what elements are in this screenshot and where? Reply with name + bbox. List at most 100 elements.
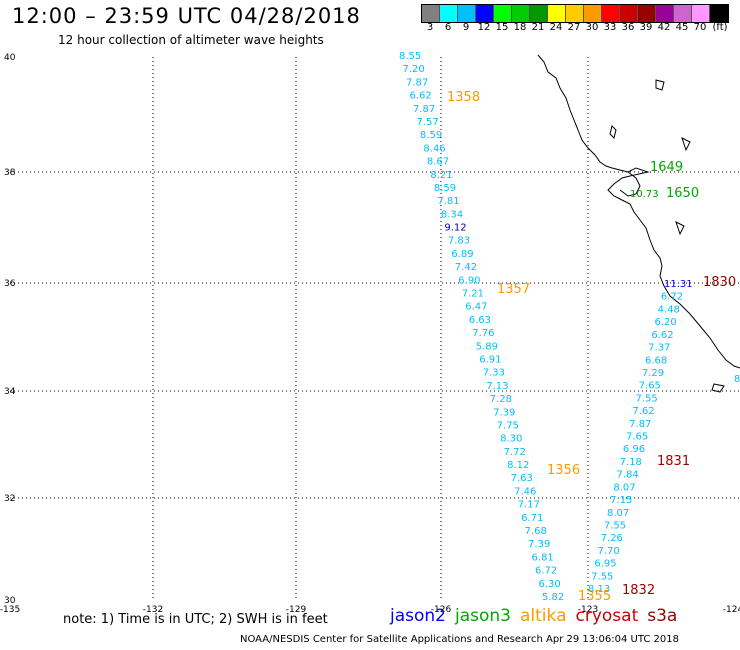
swh-value: 7.39 [493,407,515,418]
swh-value: 6.90 [458,275,480,286]
swh-value: 6.68 [645,355,667,366]
swh-value: 9.12 [444,223,466,234]
scale-label: 39 [639,22,653,33]
scale-label: 9 [462,22,470,33]
swh-value: 6.96 [623,444,645,455]
satellite-altika: altika [520,606,567,626]
swh-value: 6.71 [521,513,543,524]
scale-label: 3 [426,22,434,33]
swh-value: 8.67 [427,157,449,168]
time-label: 1831 [657,454,690,469]
scale-label: 21 [531,22,545,33]
scale-swatch [602,5,620,22]
swh-value: 8.07 [613,482,635,493]
swh-value: 6.89 [451,249,473,260]
swh-value: 6.72 [661,292,683,303]
swh-value: 7.33 [483,368,505,379]
swh-value: 6.30 [539,579,561,590]
swh-value: 6.81 [532,552,554,563]
swh-value: 8.21 [430,170,452,181]
coastline [537,54,740,393]
satellite-s3a: s3a [647,606,678,626]
swh-value: 7.55 [636,393,658,404]
scale-swatch [638,5,656,22]
swh-value: 7.20 [402,64,424,75]
swh-value: 7.15 [610,495,632,506]
swh-value: 7.68 [525,526,547,537]
footer-note: note: 1) Time is in UTC; 2) SWH is in fe… [63,612,328,627]
swh-value: 8.30 [500,434,522,445]
time-label: 1357 [497,282,530,297]
scale-label: 33 [603,22,617,33]
scale-swatch [512,5,530,22]
scale-swatch [566,5,584,22]
swh-value: 7.81 [437,196,459,207]
swh-value: 8.55 [399,51,421,62]
swh-value: 6.95 [594,559,616,570]
scale-label: 15 [495,22,509,33]
scale-swatch [440,5,458,22]
satellite-jason2: jason2 [390,606,446,626]
time-label: 1832 [622,583,655,598]
island-5 [711,383,725,393]
swh-value: 8.59 [434,183,456,194]
satellite-jason3: jason3 [455,606,511,626]
swh-value: 6.62 [651,330,673,341]
swh-value: 7.28 [490,394,512,405]
swh-value: 7.29 [642,368,664,379]
swh-value: 7.75 [497,420,519,431]
lat-tick-label: 30 [4,596,16,606]
lon-tick-label: -132 [143,605,163,615]
swh-value: 7.13 [486,381,508,392]
swh-value: 7.65 [626,432,648,443]
time-label: 1649 [650,160,683,175]
swh-value: 7.83 [448,236,470,247]
satellite-legend: jason2 jason3 altika cryosat s3a [390,606,686,626]
scale-swatch [494,5,512,22]
scale-swatch [674,5,692,22]
scale-swatch [530,5,548,22]
swh-value: 8.07 [607,508,629,519]
swh-value: 7.26 [601,533,623,544]
swh-value: 8.46 [423,143,445,154]
lon-tick-label: -135 [0,605,20,615]
swh-value: 7.72 [504,447,526,458]
swh-value: 8 [734,374,740,385]
credit-line: NOAA/NESDIS Center for Satellite Applica… [240,634,679,645]
island-2 [609,125,617,139]
lat-tick-label: 34 [4,387,16,397]
swh-value: 6.91 [479,354,501,365]
scale-label: 70 [693,22,707,33]
time-label: 1356 [547,463,580,478]
swh-value: 8.34 [441,209,463,220]
scale-label: 12 [477,22,491,33]
swh-value: 11.31 [664,279,693,290]
satellite-cryosat: cryosat [575,606,639,626]
scale-swatch [584,5,602,22]
lon-tick-label: -123 [578,605,598,615]
scale-label: (ft) [712,22,728,33]
map-axes: -135 -132 -129 -126 -123 -124 40 38 36 34 32 30 [0,53,740,615]
scale-label: 45 [675,22,689,33]
swh-value: 7.39 [528,539,550,550]
scale-swatch [476,5,494,22]
time-label: 1358 [447,90,480,105]
swh-value: 7.46 [514,486,536,497]
swh-value: 4.48 [658,304,680,315]
lat-tick-label: 38 [4,168,16,178]
swh-value: 7.17 [518,500,540,511]
scale-swatch [458,5,476,22]
page-subtitle: 12 hour collection of altimeter wave hei… [58,33,324,47]
swh-value: 7.87 [413,104,435,115]
lat-tick-label: 36 [4,279,16,289]
california-coastline [537,54,740,369]
page-title: 12:00 – 23:59 UTC 04/28/2018 [12,4,361,28]
scale-swatch [422,5,440,22]
satellite-tracks: 8.55 7.20 7.87 6.62 7.87 7.57 8.59 8.46 8.67 8.21… [399,51,740,604]
scale-label: 18 [513,22,527,33]
sf-bay-outline [619,171,641,197]
time-label: 1355 [578,589,611,604]
swh-value: 7.55 [604,520,626,531]
swh-value: 7.18 [620,457,642,468]
